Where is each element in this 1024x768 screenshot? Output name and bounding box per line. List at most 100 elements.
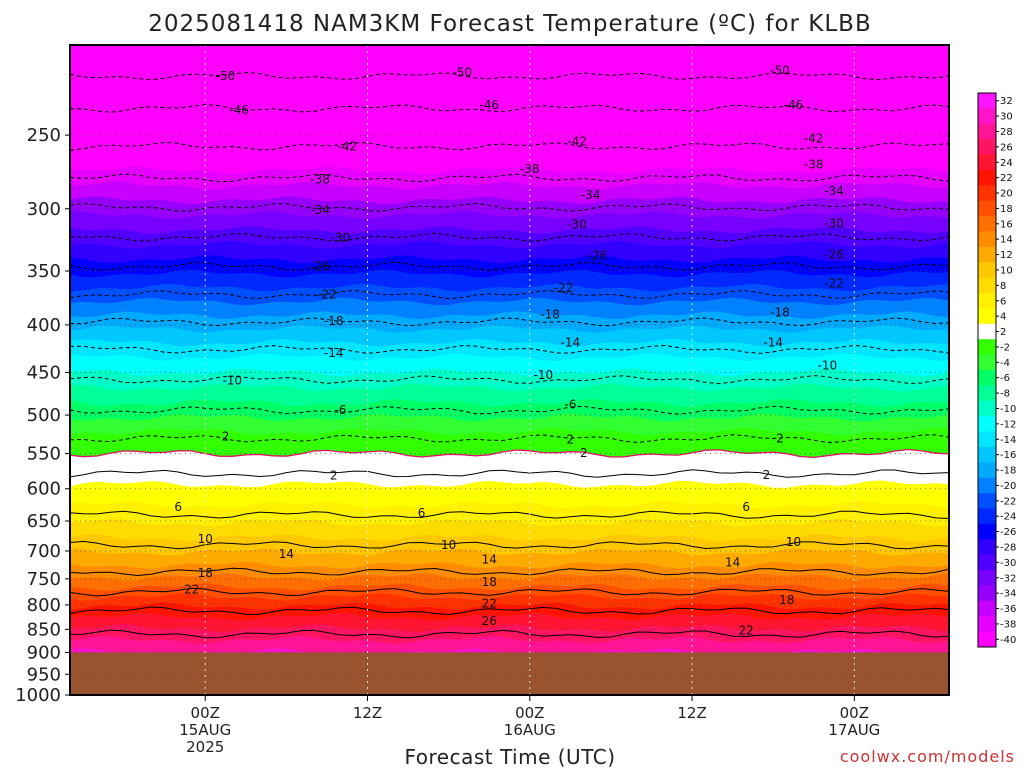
colorbar-swatch [978, 246, 996, 263]
contour-label: -46 [479, 98, 499, 112]
isotherm-line [70, 202, 949, 212]
contour-label: -18 [324, 314, 344, 328]
colorbar-swatch [978, 462, 996, 479]
colorbar-label: 14 [1000, 235, 1013, 246]
isotherm-line [70, 71, 949, 81]
y-tick-label: 750 [27, 569, 61, 590]
isotherm-line [70, 510, 949, 519]
contour-label: 6 [742, 500, 750, 514]
y-tick-label: 650 [27, 511, 61, 532]
x-tick-label: 2025 [186, 738, 224, 756]
contour-label: -10 [534, 368, 554, 382]
isotherm-contours [70, 71, 949, 639]
y-tick-label: 350 [27, 261, 61, 282]
isotherm-line [70, 344, 949, 354]
isotherm-line [70, 606, 949, 616]
contour-label: 18 [779, 593, 794, 607]
contour-label: -38 [520, 162, 540, 176]
colorbar-label: 10 [1000, 265, 1013, 276]
contour-label: -30 [824, 216, 844, 230]
contour-label: -6 [564, 397, 576, 411]
contour-label: -6 [334, 403, 346, 417]
y-tick-label: 550 [27, 444, 61, 465]
colorbar-swatch [978, 385, 996, 402]
isotherm-line [70, 375, 949, 385]
colorbar-label: -10 [1000, 404, 1016, 415]
pressure-axis: 2503003504004505005506006507007508008509… [15, 125, 70, 706]
contour-label: -38 [310, 172, 330, 186]
colorbar-swatch [978, 354, 996, 371]
contour-label: 2 [776, 432, 784, 446]
contour-label: -30 [567, 218, 587, 232]
isotherm-line [70, 317, 949, 327]
colorbar-swatch [978, 600, 996, 617]
contour-label: -10 [817, 358, 837, 372]
contour-label: 18 [198, 566, 213, 580]
colorbar-swatch [978, 508, 996, 525]
contour-label: 22 [482, 596, 497, 610]
y-tick-label: 500 [27, 405, 61, 426]
colorbar-label: -36 [1000, 604, 1016, 615]
colorbar-swatch [978, 616, 996, 633]
isotherm-line [70, 261, 949, 271]
contour-label: -50 [770, 63, 790, 77]
y-tick-label: 900 [27, 642, 61, 663]
colorbar-label: -14 [1000, 435, 1016, 446]
colorbar-swatch [978, 231, 996, 248]
isotherm-line [70, 448, 949, 459]
contour-label: -22 [554, 281, 574, 295]
contour-labels: -50 -50 -50-46 -46 -46-42 -42 -42-38-38 -38-34-… [174, 63, 843, 637]
colorbar-label: 28 [1000, 127, 1013, 138]
isotherm-line [70, 567, 949, 577]
colorbar-swatch [978, 323, 996, 340]
contour-label: -22 [317, 288, 337, 302]
colorbar-label: 12 [1000, 250, 1013, 261]
contour-label: -50 [452, 65, 472, 79]
colorbar-swatch [978, 308, 996, 325]
y-tick-label: 450 [27, 363, 61, 384]
colorbar-swatch [978, 139, 996, 156]
contour-label: -46 [784, 98, 804, 112]
colorbar-swatch [978, 123, 996, 140]
x-axis-label: Forecast Time (UTC) [404, 745, 615, 768]
colorbar-label: 2 [1000, 327, 1006, 338]
colorbar-label: -40 [1000, 635, 1016, 646]
colorbar-swatch [978, 169, 996, 186]
isotherm-line [70, 587, 949, 597]
colorbar-label: 18 [1000, 204, 1013, 215]
contour-label: 2 [763, 468, 771, 482]
colorbar-swatch [978, 523, 996, 540]
contour-label: 2 [567, 432, 575, 446]
contour-label: -18 [540, 308, 560, 322]
x-tick-label: 00Z [191, 704, 220, 722]
colorbar-swatch [978, 570, 996, 586]
colorbar-swatch [978, 262, 996, 279]
grid-lines [70, 45, 949, 695]
x-tick-label: 12Z [353, 704, 382, 722]
isotherm-line [70, 104, 949, 113]
colorbar-label: -16 [1000, 450, 1016, 461]
contour-label: 10 [198, 532, 213, 546]
contour-label: -18 [770, 306, 790, 320]
isotherm-line [70, 289, 949, 300]
x-tick-label: 15AUG [179, 721, 231, 739]
contour-label: 22 [739, 623, 754, 637]
x-tick-label: 16AUG [504, 721, 556, 739]
below-ground-area [70, 652, 949, 695]
contour-label: -22 [824, 277, 844, 291]
contour-label: 10 [786, 535, 801, 549]
contour-label: 26 [482, 614, 497, 628]
colorbar-swatch [978, 200, 996, 217]
colorbar-swatch [978, 339, 996, 356]
colorbar-swatch [978, 631, 996, 648]
colorbar-frame [977, 92, 997, 648]
colorbar-label: -2 [1000, 342, 1010, 353]
colorbar-label: 8 [1000, 281, 1006, 292]
y-tick-label: 300 [27, 199, 61, 220]
contour-label: 18 [482, 575, 497, 589]
contour-label: 6 [418, 506, 426, 520]
watermark[interactable]: coolwx.com/models [840, 747, 1015, 766]
isotherm-line [70, 629, 949, 639]
x-tick-label: 12Z [677, 704, 706, 722]
contour-label: 2 [330, 469, 338, 483]
